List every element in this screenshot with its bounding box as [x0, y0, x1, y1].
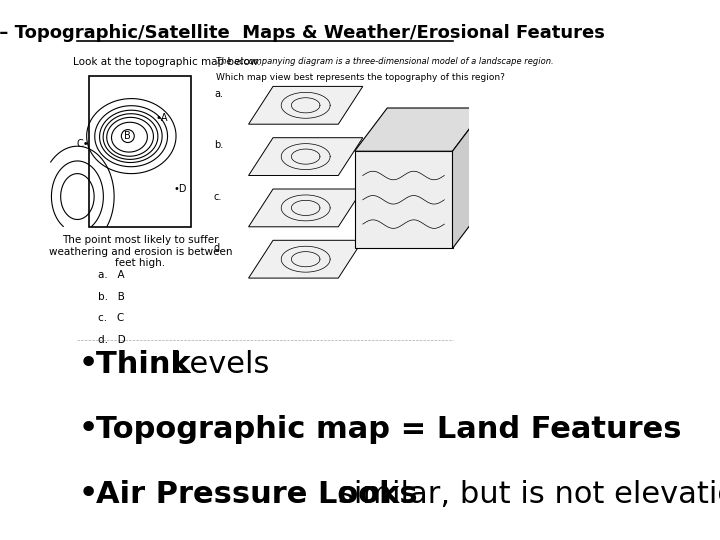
Text: •: • [77, 477, 99, 511]
Text: Air Pressure Looks: Air Pressure Looks [96, 480, 428, 509]
Text: The accompanying diagram is a three-dimensional model of a landscape region.: The accompanying diagram is a three-dime… [216, 57, 554, 66]
Text: •: • [77, 348, 99, 381]
Text: The point most likely to suffer
weathering and erosion is between
feet high.: The point most likely to suffer weatheri… [49, 235, 233, 268]
Text: d.: d. [214, 243, 223, 253]
Text: similar, but is not elevation!: similar, but is not elevation! [338, 480, 720, 509]
Text: 8.9 (C) – Topographic/Satellite  Maps & Weather/Erosional Features: 8.9 (C) – Topographic/Satellite Maps & W… [0, 24, 605, 42]
Polygon shape [452, 108, 485, 248]
Text: c.   C: c. C [98, 313, 124, 323]
Text: Topographic map = Land Features: Topographic map = Land Features [96, 415, 681, 444]
Polygon shape [248, 86, 363, 124]
Text: a.: a. [214, 89, 223, 99]
Text: b.   B: b. B [98, 292, 125, 302]
Text: B: B [125, 131, 131, 141]
Text: b.: b. [214, 140, 223, 151]
Polygon shape [248, 189, 363, 227]
Text: Which map view best represents the topography of this region?: Which map view best represents the topog… [216, 73, 505, 82]
Text: Think: Think [96, 350, 201, 379]
Text: a.   A: a. A [98, 270, 125, 280]
Polygon shape [248, 138, 363, 176]
Text: d.   D: d. D [98, 335, 125, 345]
Polygon shape [355, 151, 452, 248]
Text: •D: •D [174, 184, 186, 194]
Text: Levels: Levels [173, 350, 269, 379]
Text: •: • [77, 413, 99, 446]
Text: •A: •A [156, 113, 168, 123]
FancyBboxPatch shape [89, 76, 192, 227]
Text: c.: c. [214, 192, 222, 202]
Text: Look at the topographic map below.: Look at the topographic map below. [73, 57, 261, 67]
Polygon shape [355, 108, 485, 151]
Polygon shape [248, 240, 363, 278]
Text: C•: C• [76, 139, 89, 148]
